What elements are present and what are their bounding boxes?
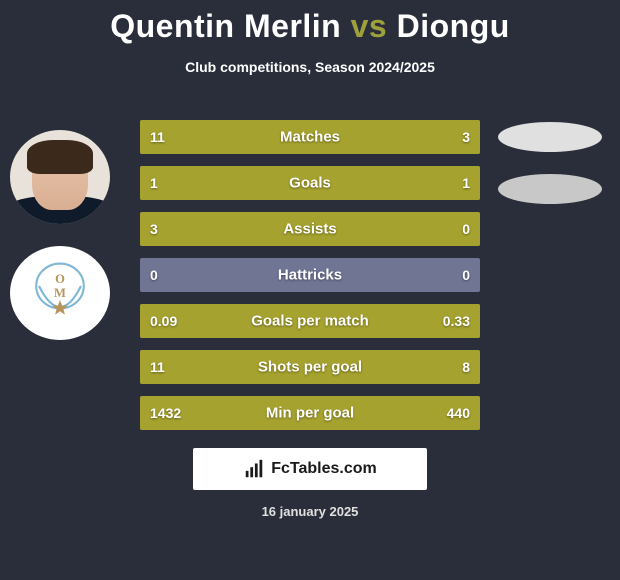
title-player2: Diongu [397, 8, 510, 44]
stat-value-left: 0.09 [150, 313, 177, 329]
stat-row: 11 8 Shots per goal [140, 350, 480, 384]
stat-label: Min per goal [266, 405, 354, 422]
stat-value-left: 3 [150, 221, 158, 237]
stat-value-left: 1 [150, 175, 158, 191]
player1-avatar [10, 130, 110, 224]
player2-club-logo [498, 174, 602, 204]
stat-value-right: 3 [462, 129, 470, 145]
stat-row: 1 1 Goals [140, 166, 480, 200]
title-vs: vs [351, 8, 388, 44]
stat-value-right: 0.33 [443, 313, 470, 329]
stat-value-right: 8 [462, 359, 470, 375]
page-title: Quentin Merlin vs Diongu [0, 0, 620, 45]
brand-text: FcTables.com [271, 460, 377, 478]
brand-badge: FcTables.com [193, 448, 427, 490]
stat-bar-right [310, 166, 480, 200]
stat-row: 0 0 Hattricks [140, 258, 480, 292]
bar-chart-icon [243, 458, 265, 480]
footer-date: 16 january 2025 [262, 504, 359, 519]
avatar-column: O M [10, 130, 120, 340]
player2-avatar-column [498, 122, 602, 226]
title-player1: Quentin Merlin [110, 8, 341, 44]
stat-row: 3 0 Assists [140, 212, 480, 246]
club-logo-icon: O M [25, 258, 95, 328]
stat-value-right: 0 [462, 267, 470, 283]
stat-row: 11 3 Matches [140, 120, 480, 154]
stat-label: Assists [283, 221, 336, 238]
svg-text:M: M [54, 286, 66, 300]
player2-avatar [498, 122, 602, 152]
stat-row: 0.09 0.33 Goals per match [140, 304, 480, 338]
stat-bar-left [140, 166, 310, 200]
stat-label: Shots per goal [258, 359, 362, 376]
comparison-rows: 113Matches11Goals30Assists00Hattricks0.0… [140, 120, 480, 442]
stat-label: Hattricks [278, 267, 342, 284]
stat-value-right: 440 [447, 405, 470, 421]
svg-text:O: O [55, 272, 65, 286]
stat-value-right: 0 [462, 221, 470, 237]
stat-label: Goals [289, 175, 331, 192]
stat-value-right: 1 [462, 175, 470, 191]
stat-row: 1432 440 Min per goal [140, 396, 480, 430]
stat-label: Matches [280, 129, 340, 146]
stat-value-left: 11 [150, 129, 165, 145]
stat-value-left: 0 [150, 267, 158, 283]
stat-value-left: 1432 [150, 405, 181, 421]
stat-value-left: 11 [150, 359, 165, 375]
stat-bar-left [140, 120, 405, 154]
subtitle: Club competitions, Season 2024/2025 [0, 59, 620, 75]
stat-label: Goals per match [251, 313, 369, 330]
player1-club-logo: O M [10, 246, 110, 340]
